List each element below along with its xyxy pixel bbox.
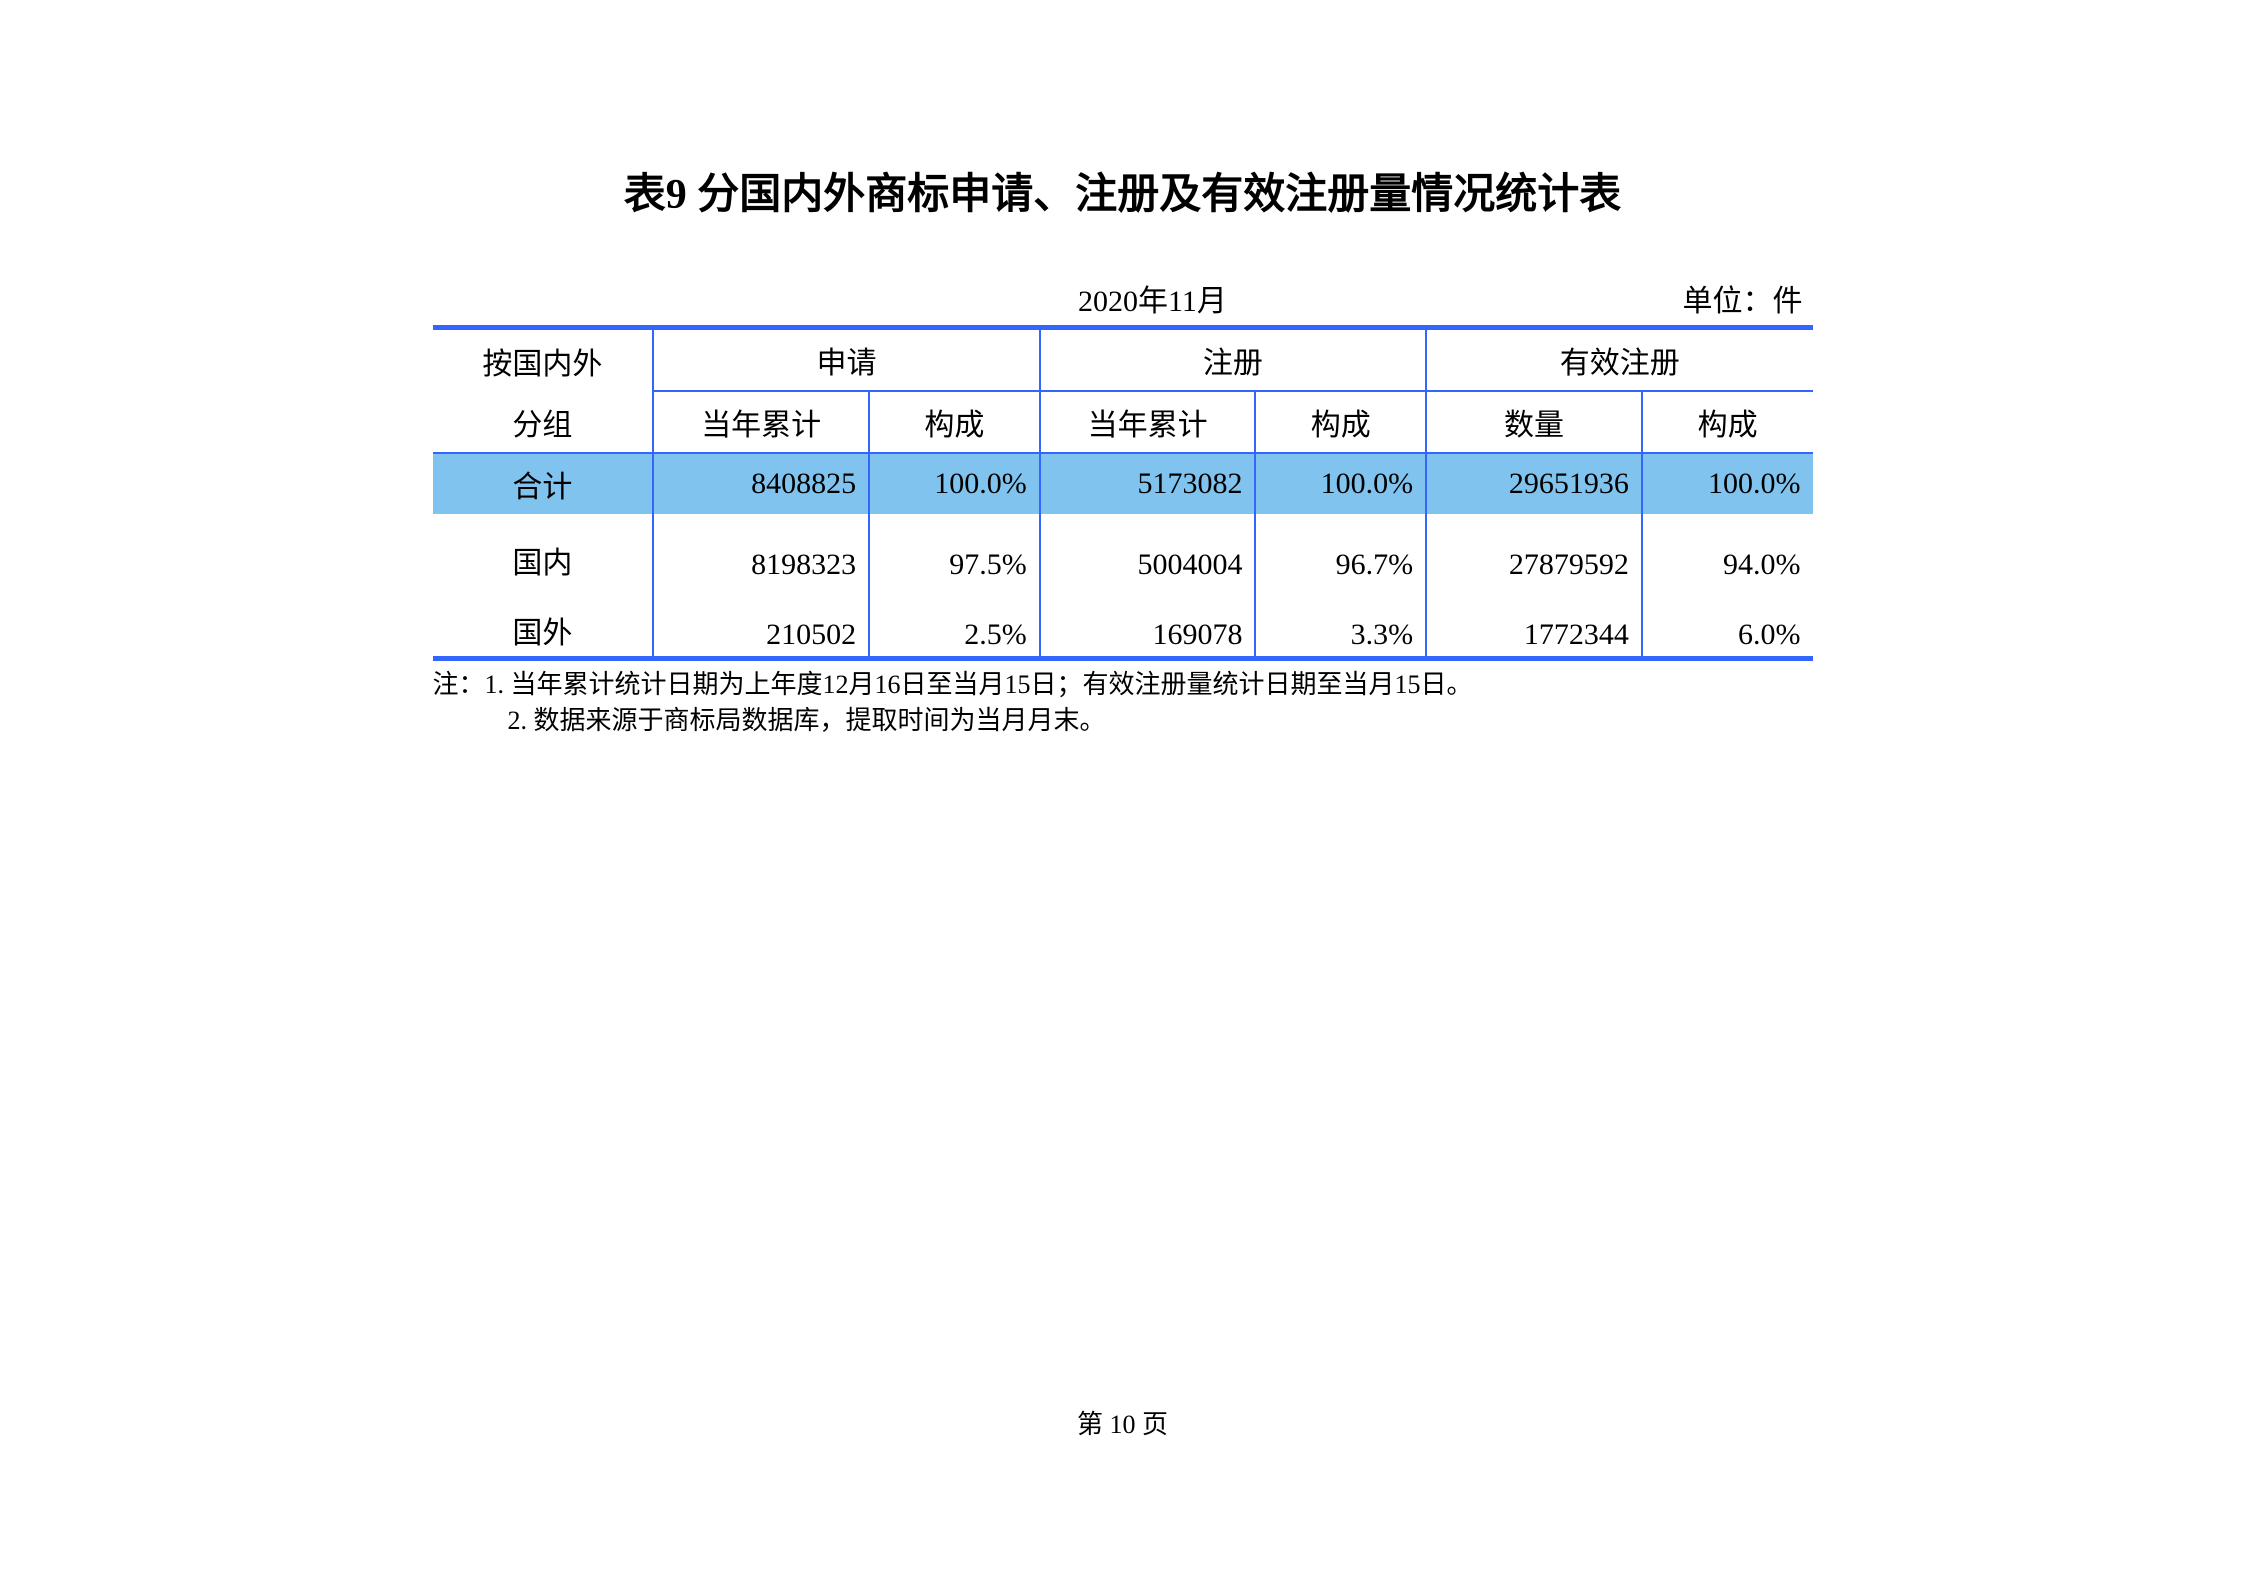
page-container: 表9 分国内外商标申请、注册及有效注册量情况统计表 2020年11月 单位：件 … [433,160,1813,739]
stats-table: 按国内外 申请 注册 有效注册 分组 当年累计 构成 当年累计 构成 数量 构成… [433,325,1813,661]
row-foreign-valid-pct: 6.0% [1642,586,1813,658]
page-footer: 第 10 页 [0,1404,2245,1441]
row-total-reg-pct: 100.0% [1255,453,1426,514]
header-rowgroup-top: 按国内外 [433,328,654,392]
header-valid-composition: 构成 [1642,391,1813,453]
row-domestic-app-pct: 97.5% [869,514,1040,586]
table-header-top: 按国内外 申请 注册 有效注册 [433,328,1813,392]
row-foreign-valid-num: 1772344 [1426,586,1642,658]
row-foreign-reg-num: 169078 [1040,586,1256,658]
note-prefix: 注： [433,670,485,699]
header-rowgroup-bottom: 分组 [433,391,654,453]
table-row-total: 合计 8408825 100.0% 5173082 100.0% 2965193… [433,453,1813,514]
row-total-reg-num: 5173082 [1040,453,1256,514]
header-app-cumulative: 当年累计 [653,391,869,453]
row-total-label: 合计 [433,453,654,514]
table-header-sub: 分组 当年累计 构成 当年累计 构成 数量 构成 [433,391,1813,453]
row-total-valid-pct: 100.0% [1642,453,1813,514]
row-total-app-pct: 100.0% [869,453,1040,514]
subtitle-row: 2020年11月 单位：件 [433,276,1813,320]
unit-label: 单位：件 [1683,276,1803,320]
row-domestic-reg-pct: 96.7% [1255,514,1426,586]
header-group-valid: 有效注册 [1426,328,1812,392]
header-app-composition: 构成 [869,391,1040,453]
table-row-foreign: 国外 210502 2.5% 169078 3.3% 1772344 6.0% [433,586,1813,658]
row-total-valid-num: 29651936 [1426,453,1642,514]
note-text-1: 1. 当年累计统计日期为上年度12月16日至当月15日；有效注册量统计日期至当月… [485,670,1473,699]
header-reg-composition: 构成 [1255,391,1426,453]
page-title: 表9 分国内外商标申请、注册及有效注册量情况统计表 [433,160,1813,221]
note-line-1: 注：1. 当年累计统计日期为上年度12月16日至当月15日；有效注册量统计日期至… [433,667,1813,703]
row-total-app-num: 8408825 [653,453,869,514]
header-valid-quantity: 数量 [1426,391,1642,453]
row-domestic-valid-pct: 94.0% [1642,514,1813,586]
table-row-domestic: 国内 8198323 97.5% 5004004 96.7% 27879592 … [433,514,1813,586]
row-domestic-reg-num: 5004004 [1040,514,1256,586]
header-reg-cumulative: 当年累计 [1040,391,1256,453]
date-label: 2020年11月 [443,276,1683,320]
row-domestic-valid-num: 27879592 [1426,514,1642,586]
header-group-application: 申请 [653,328,1039,392]
row-domestic-label: 国内 [433,514,654,586]
row-foreign-label: 国外 [433,586,654,658]
row-foreign-app-pct: 2.5% [869,586,1040,658]
notes-block: 注：1. 当年累计统计日期为上年度12月16日至当月15日；有效注册量统计日期至… [433,667,1813,740]
row-foreign-app-num: 210502 [653,586,869,658]
note-line-2: 2. 数据来源于商标局数据库，提取时间为当月月末。 [433,703,1813,739]
row-foreign-reg-pct: 3.3% [1255,586,1426,658]
header-group-registration: 注册 [1040,328,1426,392]
row-domestic-app-num: 8198323 [653,514,869,586]
